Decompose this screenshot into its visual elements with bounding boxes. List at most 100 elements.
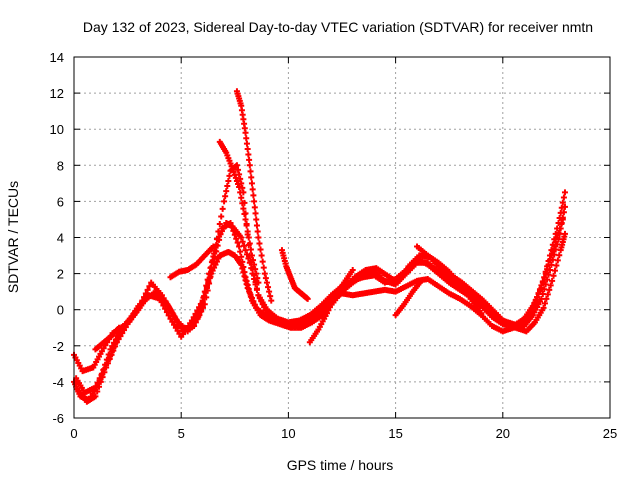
data-point bbox=[108, 348, 115, 355]
data-point bbox=[235, 180, 242, 187]
data-point bbox=[561, 189, 568, 196]
series-track-b bbox=[71, 162, 568, 375]
data-point bbox=[231, 171, 238, 178]
data-point bbox=[240, 263, 247, 270]
data-point bbox=[241, 269, 248, 276]
data-point bbox=[242, 247, 249, 254]
data-point bbox=[559, 199, 566, 206]
data-point bbox=[266, 288, 273, 295]
data-point bbox=[248, 252, 255, 259]
x-tick-label: 10 bbox=[281, 426, 295, 441]
data-point bbox=[233, 235, 240, 242]
data-point bbox=[250, 192, 257, 199]
data-point bbox=[243, 140, 250, 147]
data-point bbox=[114, 336, 121, 343]
data-point bbox=[546, 286, 553, 293]
data-point bbox=[110, 344, 117, 351]
data-point bbox=[534, 294, 541, 301]
data-point bbox=[211, 254, 218, 261]
data-point bbox=[251, 204, 258, 211]
x-tick-label: 20 bbox=[496, 426, 510, 441]
data-point bbox=[237, 189, 244, 196]
plot-frame bbox=[73, 56, 611, 419]
series-segment-early-rise bbox=[167, 243, 217, 281]
data-point bbox=[265, 284, 272, 291]
data-point bbox=[217, 231, 224, 238]
x-tick-label: 5 bbox=[178, 426, 185, 441]
data-point bbox=[230, 168, 237, 175]
data-point bbox=[244, 146, 251, 153]
data-point bbox=[219, 205, 226, 212]
data-point bbox=[261, 270, 268, 277]
data-point bbox=[246, 156, 253, 163]
data-point bbox=[158, 292, 165, 299]
data-point bbox=[262, 275, 269, 282]
data-point bbox=[213, 258, 220, 265]
data-point bbox=[544, 276, 551, 283]
data-point bbox=[249, 186, 256, 193]
data-point bbox=[247, 293, 254, 300]
data-point bbox=[254, 275, 261, 282]
data-point bbox=[541, 300, 548, 307]
data-point bbox=[559, 214, 566, 221]
data-point bbox=[204, 287, 211, 294]
data-points bbox=[71, 88, 568, 405]
data-point bbox=[207, 273, 214, 280]
data-point bbox=[167, 307, 174, 314]
x-tick-label: 25 bbox=[603, 426, 617, 441]
data-point bbox=[221, 198, 228, 205]
data-point bbox=[174, 327, 181, 334]
y-tick-label: -6 bbox=[52, 411, 64, 426]
data-point bbox=[252, 210, 259, 217]
data-point bbox=[192, 319, 199, 326]
data-point bbox=[101, 366, 108, 373]
y-tick-label: 0 bbox=[57, 303, 64, 318]
grid bbox=[74, 57, 610, 418]
chart-title: Day 132 of 2023, Sidereal Day-to-day VTE… bbox=[83, 19, 593, 35]
data-point bbox=[304, 295, 311, 302]
data-point bbox=[236, 183, 243, 190]
data-point bbox=[244, 228, 251, 235]
series-segment-fifteen-hours bbox=[392, 277, 425, 319]
data-point bbox=[255, 292, 262, 299]
data-point bbox=[262, 307, 269, 314]
data-point bbox=[224, 183, 231, 190]
data-point bbox=[267, 293, 274, 300]
data-point bbox=[549, 256, 556, 263]
data-point bbox=[139, 297, 146, 304]
data-point bbox=[246, 289, 253, 296]
data-point bbox=[561, 230, 568, 237]
data-point bbox=[112, 340, 119, 347]
data-point bbox=[238, 234, 245, 241]
data-point bbox=[247, 168, 254, 175]
data-point bbox=[536, 288, 543, 295]
y-axis-label: SDTVAR / TECUs bbox=[5, 181, 21, 293]
data-point bbox=[241, 242, 248, 249]
series-segment-peak-a bbox=[216, 138, 262, 286]
data-point bbox=[94, 379, 101, 386]
data-point bbox=[243, 278, 250, 285]
data-point bbox=[222, 193, 229, 200]
data-point bbox=[142, 290, 149, 297]
y-tick-label: 10 bbox=[50, 122, 64, 137]
data-point bbox=[98, 348, 105, 355]
data-point bbox=[247, 246, 254, 253]
data-point bbox=[164, 301, 171, 308]
y-tick-label: 14 bbox=[50, 50, 64, 65]
data-point bbox=[543, 295, 550, 302]
data-point bbox=[98, 370, 105, 377]
x-axis-label: GPS time / hours bbox=[287, 457, 394, 473]
data-point bbox=[263, 279, 270, 286]
data-point bbox=[557, 225, 564, 232]
data-point bbox=[255, 234, 262, 241]
data-point bbox=[260, 264, 267, 271]
data-point bbox=[560, 209, 567, 216]
data-point bbox=[538, 295, 545, 302]
data-point bbox=[554, 241, 561, 248]
data-point bbox=[196, 312, 203, 319]
data-point bbox=[478, 310, 485, 317]
data-point bbox=[178, 325, 185, 332]
data-point bbox=[137, 301, 144, 308]
data-point bbox=[242, 216, 249, 223]
